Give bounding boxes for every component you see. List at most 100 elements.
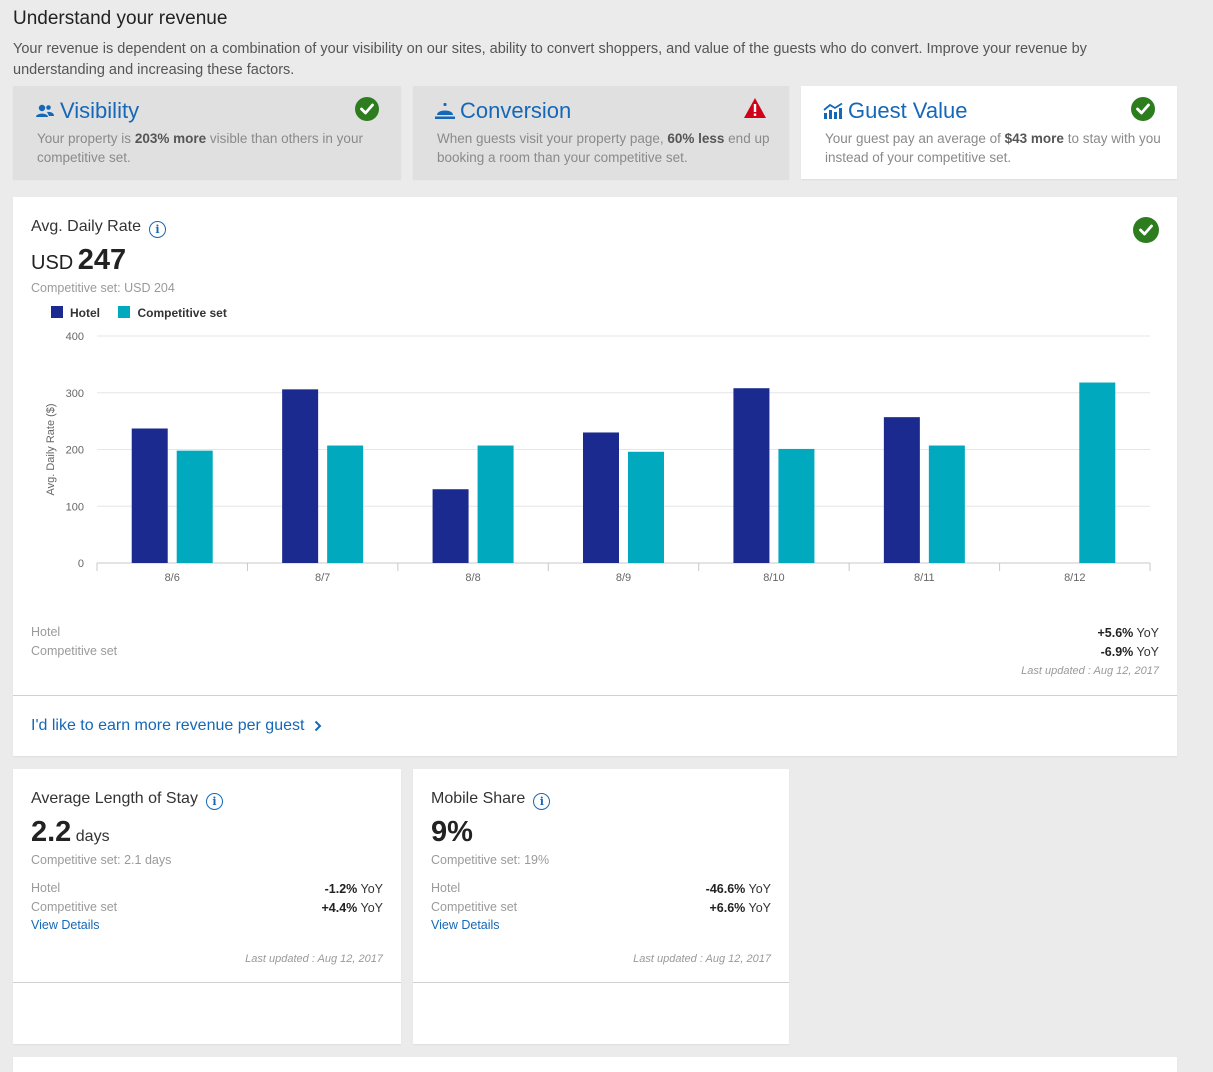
y-tick-label: 400: [66, 331, 84, 343]
desc-highlight: 203% more: [134, 131, 207, 146]
chevron-right-icon: [315, 720, 322, 732]
adr-status: [1133, 217, 1159, 243]
divider: [13, 695, 1177, 696]
legend-swatch-comp: [118, 306, 131, 318]
adr-title: Avg. Daily Rate i: [31, 218, 166, 238]
bar-comp-8-8: [477, 445, 514, 563]
tab-guest-value-label: Guest Value: [848, 98, 968, 123]
mobile-comp-text: Competitive set: 19%: [431, 853, 550, 867]
los-comp-yoy: +4.4% YoY: [321, 901, 383, 915]
tab-visibility-title: Visibility: [35, 98, 139, 124]
tab-guest-value-title: Guest Value: [823, 98, 967, 124]
yoy-value: +6.6%: [709, 901, 746, 915]
check-circle-icon: [1133, 217, 1159, 243]
tab-conversion-desc: When guests visit your property page, 60…: [437, 129, 777, 167]
mobile-card: Mobile Share i 9% Competitive set: 19% Ho…: [413, 769, 789, 1044]
bar-comp-8-10: [778, 448, 815, 563]
bar-comp-8-9: [628, 451, 664, 563]
info-icon[interactable]: i: [148, 221, 166, 238]
conversion-status: [743, 97, 767, 124]
yoy-suffix: YoY: [360, 901, 383, 915]
tab-conversion[interactable]: Conversion When guests visit your proper…: [413, 86, 789, 179]
users-icon: [36, 104, 54, 117]
desc-highlight: 60% less: [667, 131, 725, 146]
legend-hotel: Hotel: [51, 306, 100, 320]
adr-value: USD 247: [31, 244, 126, 277]
divider: [13, 982, 401, 983]
los-title: Average Length of Stay i: [31, 790, 223, 810]
desc-text: Your property is: [37, 131, 135, 146]
adr-label: Avg. Daily Rate: [31, 218, 141, 235]
earn-more-link[interactable]: I'd like to earn more revenue per guest: [31, 717, 322, 735]
los-view-details-link[interactable]: View Details: [31, 918, 100, 932]
yoy-suffix: YoY: [360, 882, 383, 896]
yoy-suffix: YoY: [748, 882, 771, 896]
adr-comp-yoy: -6.9% YoY: [1101, 645, 1159, 659]
y-tick-label: 100: [66, 501, 84, 513]
mobile-value: 9%: [431, 816, 473, 849]
bar-comp-8-6: [176, 450, 213, 563]
tab-guest-value[interactable]: Guest Value Your guest pay an average of…: [801, 86, 1177, 179]
los-label: Average Length of Stay: [31, 790, 198, 807]
tab-conversion-title: Conversion: [435, 98, 571, 124]
bar-hotel-8-8: [432, 489, 469, 563]
bar-hotel-8-9: [583, 432, 619, 563]
tab-visibility-label: Visibility: [60, 98, 140, 123]
bar-hotel-8-11: [883, 417, 920, 563]
warning-icon: [744, 98, 766, 118]
adr-amount: 247: [77, 244, 127, 276]
los-hotel-yoy: -1.2% YoY: [325, 882, 383, 896]
los-comp-label: Competitive set: [31, 900, 118, 914]
yoy-suffix: YoY: [1136, 645, 1159, 659]
visibility-status: [355, 97, 379, 121]
info-icon[interactable]: i: [533, 793, 551, 810]
desc-text: end up booking a room than your competit…: [437, 131, 770, 165]
mobile-view-details-link[interactable]: View Details: [431, 918, 500, 932]
chart-legend: Hotel Competitive set: [51, 304, 241, 322]
divider: [413, 982, 789, 983]
los-value: 2.2 days: [31, 816, 110, 849]
mobile-hotel-label: Hotel: [431, 881, 461, 895]
tab-visibility[interactable]: Visibility Your property is 203% more vi…: [13, 86, 401, 179]
bar-hotel-8-6: [131, 428, 168, 563]
adr-hotel-yoy: +5.6% YoY: [1097, 626, 1159, 640]
tab-conversion-label: Conversion: [460, 98, 572, 123]
page-title: Understand your revenue: [13, 8, 228, 29]
yoy-suffix: YoY: [1136, 626, 1159, 640]
bar-comp-8-12: [1079, 382, 1116, 563]
y-tick-label: 300: [66, 388, 84, 400]
mobile-comp-yoy: +6.6% YoY: [709, 901, 771, 915]
bar-hotel-8-7: [282, 389, 319, 563]
y-tick-label: 0: [78, 558, 84, 570]
los-updated: Last updated : Aug 12, 2017: [245, 953, 383, 965]
info-icon[interactable]: i: [205, 793, 223, 810]
bar-comp-8-11: [928, 445, 965, 563]
legend-comp-label: Competitive set: [137, 306, 227, 320]
mobile-hotel-yoy: -46.6% YoY: [706, 882, 771, 896]
bar-comp-8-7: [327, 445, 364, 563]
yoy-value: -46.6%: [705, 882, 746, 896]
trend-chart-icon: [823, 103, 843, 119]
yoy-value: -6.9%: [1100, 645, 1134, 659]
earn-more-label: I'd like to earn more revenue per guest: [31, 717, 305, 734]
y-axis-label: Avg. Daily Rate ($): [45, 403, 57, 495]
next-card: [13, 1057, 1177, 1072]
yoy-suffix: YoY: [748, 901, 771, 915]
x-tick-label: 8/10: [763, 572, 784, 584]
los-hotel-label: Hotel: [31, 881, 61, 895]
mobile-updated: Last updated : Aug 12, 2017: [633, 953, 771, 965]
x-tick-label: 8/9: [616, 572, 631, 584]
adr-comp-text: Competitive set: USD 204: [31, 281, 175, 295]
adr-comp-label: Competitive set: [31, 644, 118, 658]
desc-text: to stay with you instead of your competi…: [825, 131, 1161, 165]
mobile-label: Mobile Share: [431, 790, 526, 807]
bar-hotel-8-10: [733, 388, 770, 563]
adr-bar-chart: 0 100 200 300 400 Avg. Daily Rate ($) 8/6 8/7 8/…: [45, 331, 1151, 584]
bell-icon: [435, 103, 455, 119]
adr-updated: Last updated : Aug 12, 2017: [1021, 665, 1159, 677]
mobile-comp-label: Competitive set: [431, 900, 518, 914]
desc-text: visible than others in your competitive …: [37, 131, 363, 165]
x-tick-label: 8/8: [465, 572, 480, 584]
los-amount: 2.2: [31, 816, 72, 848]
